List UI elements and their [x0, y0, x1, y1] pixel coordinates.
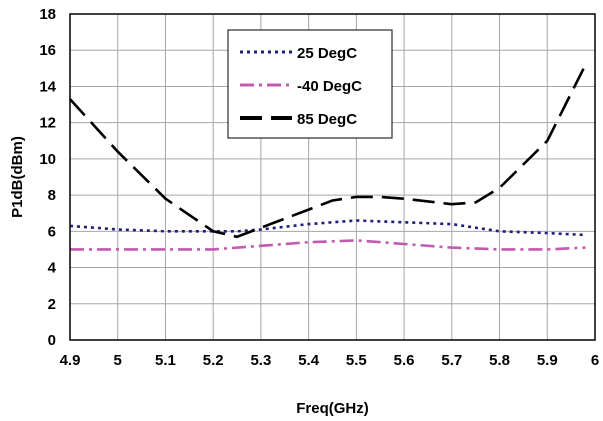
- y-tick-label: 4: [48, 260, 57, 277]
- y-tick-label: 16: [39, 42, 56, 59]
- y-tick-labels: 0 2 4 6 8 10 12 14 16 18: [39, 6, 56, 349]
- x-tick-label: 5.8: [489, 352, 510, 369]
- y-axis-title: P1dB(dBm): [9, 136, 26, 218]
- x-tick-labels: 4.9 5 5.1 5.2 5.3 5.4 5.5 5.6 5.7 5.8 5.9 6: [60, 352, 600, 369]
- y-tick-label: 18: [39, 6, 56, 23]
- series-line-1: [70, 240, 586, 249]
- series-line-0: [70, 221, 586, 236]
- y-tick-label: 0: [48, 332, 56, 349]
- x-tick-label: 5.6: [394, 352, 415, 369]
- x-tick-label: 5.1: [155, 352, 176, 369]
- x-tick-label: 5.3: [250, 352, 271, 369]
- x-tick-label: 5.7: [441, 352, 462, 369]
- x-tick-label: 5.5: [346, 352, 367, 369]
- x-tick-label: 5.9: [537, 352, 558, 369]
- x-tick-label: 5: [114, 352, 122, 369]
- y-tick-label: 6: [48, 223, 56, 240]
- x-tick-label: 4.9: [60, 352, 81, 369]
- x-tick-label: 5.4: [298, 352, 320, 369]
- y-tick-label: 10: [39, 151, 56, 168]
- legend: 25 DegC -40 DegC 85 DegC: [228, 30, 392, 138]
- y-tick-label: 12: [39, 115, 56, 132]
- legend-label-minus40-degc: -40 DegC: [297, 78, 362, 95]
- x-axis-title: Freq(GHz): [296, 400, 369, 417]
- x-tick-label: 6: [591, 352, 599, 369]
- y-tick-label: 14: [39, 78, 56, 95]
- y-tick-label: 8: [48, 187, 56, 204]
- x-tick-label: 5.2: [203, 352, 224, 369]
- y-tick-label: 2: [48, 296, 56, 313]
- legend-label-85-degc: 85 DegC: [297, 111, 357, 128]
- legend-label-25-degc: 25 DegC: [297, 45, 357, 62]
